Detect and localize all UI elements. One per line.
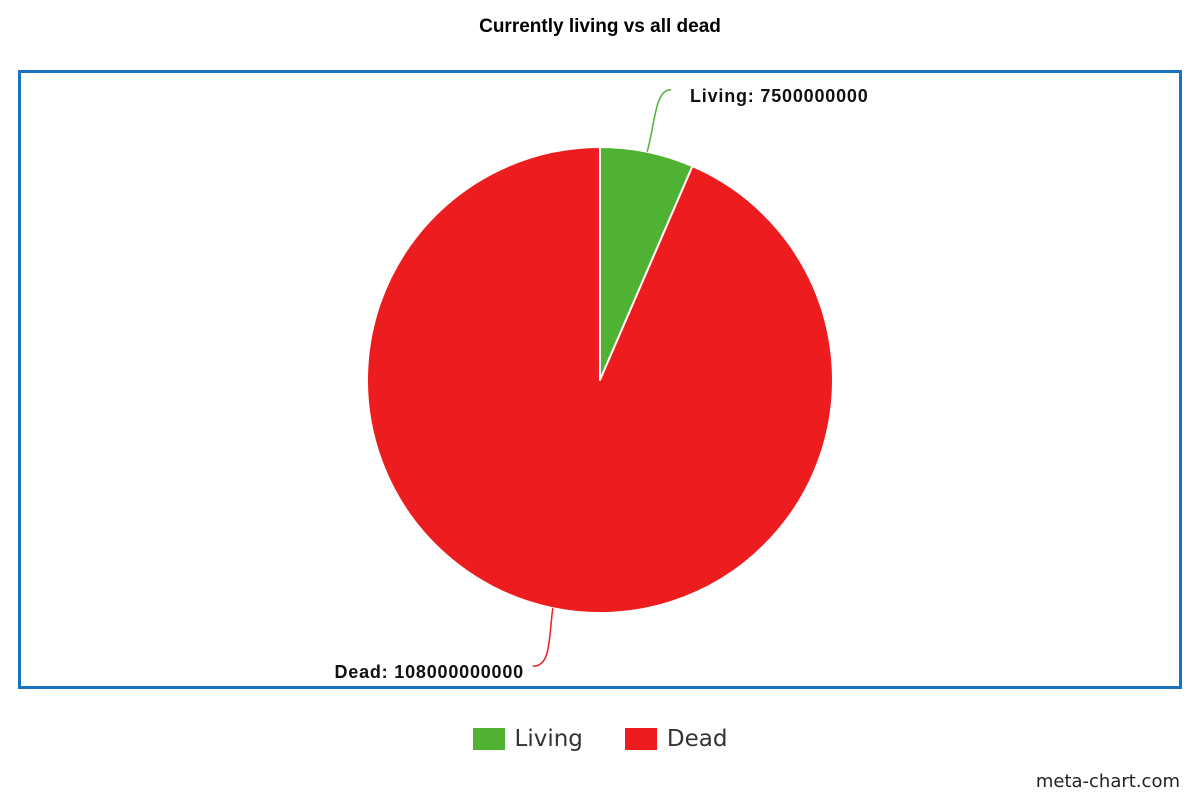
- connector-line-dead: [532, 608, 554, 667]
- watermark: meta-chart.com: [1035, 771, 1180, 792]
- legend-swatch-dead: [624, 728, 657, 750]
- plot-frame: [18, 70, 1182, 689]
- pie-slice-dead[interactable]: [366, 146, 834, 614]
- data-label-dead: Dead: 108000000000: [334, 662, 524, 682]
- legend-item-dead[interactable]: Dead: [624, 726, 728, 752]
- chart-title: Currently living vs all dead: [479, 16, 721, 37]
- legend-label-living: Living: [514, 726, 583, 752]
- connector-line-living: [646, 89, 672, 153]
- legend: Living Dead: [0, 726, 1200, 752]
- legend-item-living[interactable]: Living: [472, 726, 583, 752]
- legend-label-dead: Dead: [666, 726, 728, 752]
- legend-swatch-living: [472, 728, 505, 750]
- data-label-living: Living: 7500000000: [690, 86, 869, 106]
